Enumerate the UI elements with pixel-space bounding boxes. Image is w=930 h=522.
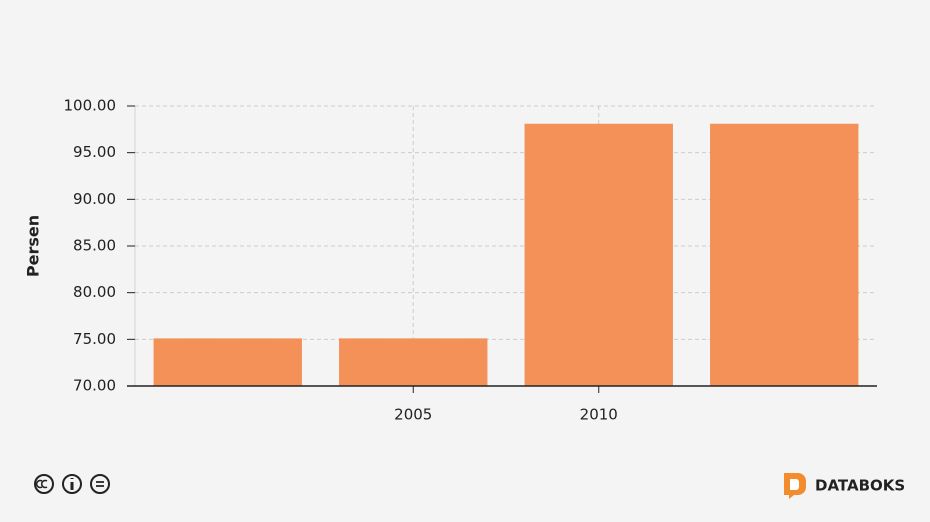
bar bbox=[524, 123, 673, 386]
y-tick-label: 90.00 bbox=[73, 190, 116, 208]
y-tick-label: 95.00 bbox=[73, 143, 116, 161]
x-tick-label: 2005 bbox=[394, 406, 432, 424]
y-tick-label: 70.00 bbox=[73, 377, 116, 395]
brand-name: DATABOKS bbox=[815, 477, 905, 495]
y-tick-label: 100.00 bbox=[64, 97, 117, 115]
bar bbox=[710, 123, 859, 386]
y-tick-label: 80.00 bbox=[73, 283, 116, 301]
y-tick-label: 85.00 bbox=[73, 237, 116, 255]
bar bbox=[339, 338, 488, 386]
license-icons bbox=[34, 474, 110, 494]
bar bbox=[153, 338, 302, 386]
x-tick-label: 2010 bbox=[580, 406, 618, 424]
y-axis-label: Persen bbox=[24, 215, 43, 277]
y-tick-label: 75.00 bbox=[73, 330, 116, 348]
brand-logo bbox=[784, 473, 806, 499]
